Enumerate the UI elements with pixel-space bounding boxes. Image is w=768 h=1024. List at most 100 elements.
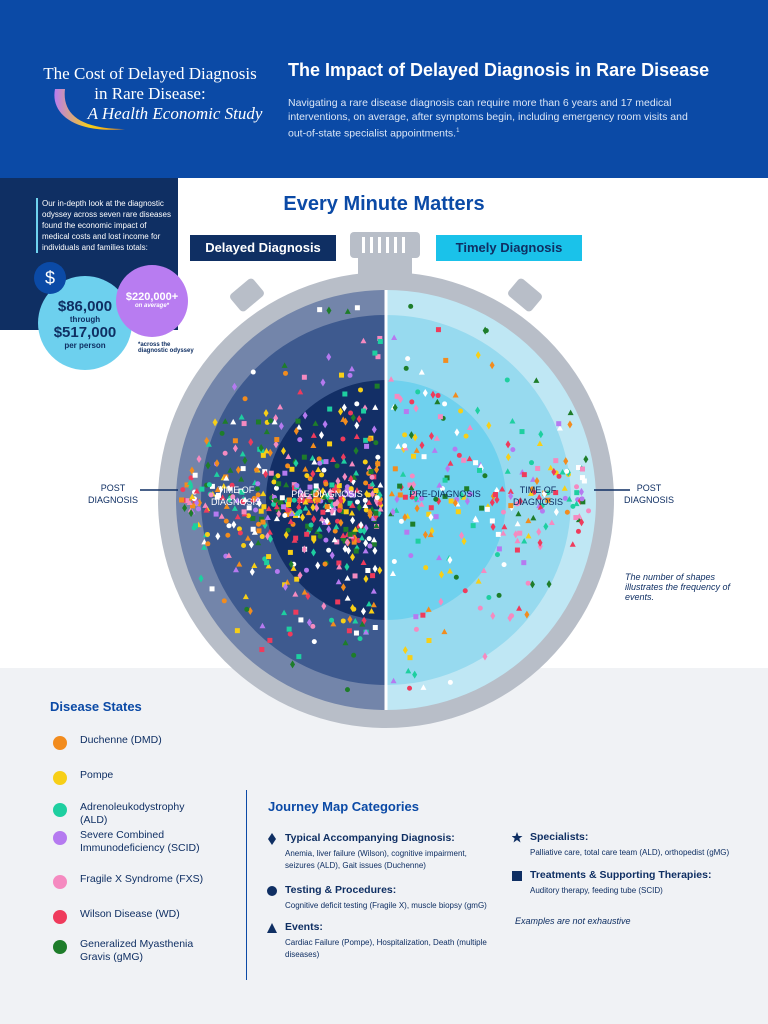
- event-shape: [374, 465, 380, 474]
- event-shape: [361, 408, 367, 414]
- event-shape: [307, 484, 313, 490]
- event-shape: [353, 630, 359, 636]
- event-shape: [311, 639, 317, 645]
- event-shape: [494, 495, 500, 504]
- event-shape: [245, 513, 251, 519]
- event-shape: [579, 496, 585, 502]
- event-shape: [556, 473, 562, 479]
- event-shape: [285, 453, 292, 460]
- event-shape: [267, 534, 273, 543]
- event-shape: [298, 492, 305, 498]
- event-shape: [344, 488, 350, 494]
- event-shape: [344, 484, 350, 490]
- per-person: per person: [64, 341, 106, 350]
- event-shape: [271, 418, 278, 425]
- event-shape: [578, 487, 584, 496]
- event-shape: [456, 452, 462, 458]
- event-shape: [548, 519, 555, 526]
- event-shape: [346, 628, 352, 634]
- event-shape: [344, 308, 351, 314]
- pre-left: [266, 380, 386, 620]
- event-shape: [353, 433, 360, 440]
- event-shape: [415, 538, 421, 544]
- event-shape: [499, 485, 506, 492]
- event-shape: [256, 528, 262, 534]
- event-shape: [341, 458, 348, 464]
- event-shape: [225, 532, 231, 538]
- event-shape: [259, 534, 265, 540]
- event-shape: [377, 500, 383, 506]
- event-shape: [553, 458, 559, 464]
- event-shape: [530, 476, 537, 482]
- event-shape: [514, 547, 520, 553]
- event-shape: [514, 501, 520, 507]
- event-shape: [235, 465, 241, 474]
- event-shape: [297, 571, 303, 580]
- event-shape: [464, 486, 470, 492]
- event-shape: [283, 481, 290, 488]
- event-shape: [529, 460, 535, 466]
- delayed-tag: Delayed Diagnosis: [190, 235, 336, 261]
- event-shape: [446, 567, 453, 574]
- event-shape: [343, 509, 349, 515]
- event-shape: [316, 526, 323, 532]
- category-text: Cognitive deficit testing (Fragile X), m…: [285, 901, 487, 910]
- legend-dot: [53, 940, 67, 954]
- category-text: Cardiac Failure (Pompe), Hospitalization…: [285, 938, 487, 959]
- event-shape: [484, 506, 490, 512]
- event-shape: [234, 513, 241, 520]
- event-shape: [414, 504, 420, 513]
- event-shape: [331, 488, 337, 494]
- event-shape: [368, 468, 374, 474]
- event-shape: [358, 387, 364, 393]
- event-shape: [308, 522, 314, 528]
- event-shape: [297, 388, 304, 395]
- event-shape: [305, 509, 312, 516]
- event-shape: [301, 374, 307, 380]
- event-shape: [232, 438, 238, 444]
- event-shape: [208, 492, 214, 498]
- event-shape: [294, 483, 300, 489]
- event-shape: [313, 483, 319, 489]
- event-shape: [291, 537, 298, 543]
- event-shape: [214, 486, 221, 492]
- event-shape: [365, 568, 371, 574]
- event-shape: [352, 573, 358, 579]
- event-shape: [373, 488, 379, 494]
- event-shape: [569, 541, 576, 547]
- event-shape: [239, 489, 245, 495]
- event-shape: [212, 418, 218, 427]
- event-shape: [436, 482, 443, 488]
- category-icon: [267, 923, 277, 933]
- event-shape: [435, 327, 441, 333]
- event-shape: [458, 491, 464, 500]
- event-shape: [521, 560, 527, 566]
- event-shape: [322, 561, 328, 567]
- event-shape: [347, 372, 353, 378]
- event-shape: [470, 523, 476, 529]
- note: The number of shapes illustrates the fre…: [625, 572, 731, 602]
- event-shape: [475, 351, 481, 360]
- event-shape: [409, 473, 415, 479]
- event-shape: [274, 437, 280, 443]
- event-shape: [420, 612, 426, 618]
- legend-label: Fragile X Syndrome (FXS): [80, 873, 204, 885]
- event-shape: [390, 507, 396, 516]
- cost-high: $517,000: [53, 324, 117, 341]
- event-shape: [390, 677, 397, 684]
- event-shape: [262, 556, 268, 562]
- event-shape: [273, 440, 279, 449]
- event-shape: [335, 477, 341, 486]
- event-shape: [227, 467, 234, 473]
- title-line: in Rare Disease:: [94, 84, 206, 103]
- event-shape: [283, 530, 289, 539]
- event-shape: [435, 393, 441, 399]
- event-shape: [521, 472, 527, 478]
- header: [0, 0, 768, 178]
- event-shape: [241, 509, 247, 515]
- event-shape: [514, 520, 521, 527]
- study-title: The Cost of Delayed Diagnosis in Rare Dis…: [30, 64, 270, 124]
- event-shape: [553, 507, 559, 516]
- event-shape: [583, 455, 589, 464]
- event-shape: [536, 440, 543, 447]
